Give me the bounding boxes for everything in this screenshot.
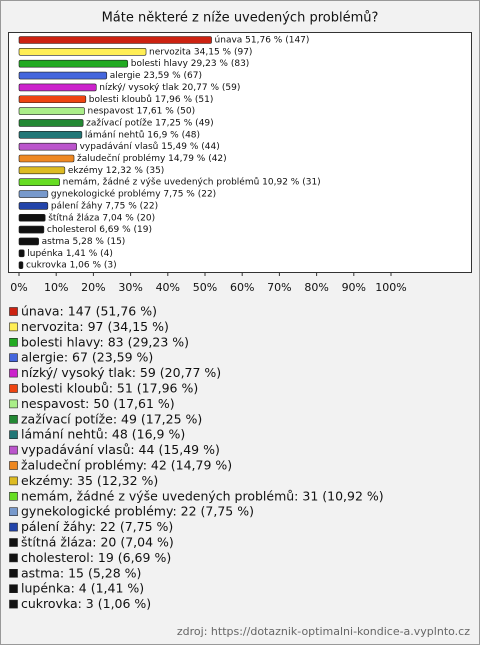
value-label: pálení žáhy 7,75 % (22) [51, 201, 158, 211]
bar [18, 71, 108, 80]
legend-label: nespavost: 50 (17,61 %) [21, 396, 175, 411]
legend-swatch [9, 584, 18, 594]
legend-swatch [9, 538, 18, 547]
legend-label: žaludeční problémy: 42 (14,79 %) [21, 458, 232, 473]
bar [18, 261, 24, 269]
legend-label: únava: 147 (51,76 %) [21, 304, 157, 319]
legend-label: cukrovka: 3 (1,06 %) [21, 596, 151, 611]
legend-label: nemám, žádné z výše uvedených problémů: … [21, 488, 384, 503]
legend-label: bolesti kloubů: 51 (17,96 %) [21, 381, 198, 396]
legend-swatch [9, 337, 18, 347]
legend-swatch [9, 522, 18, 532]
bar [18, 59, 129, 68]
value-label: cholesterol 6,69 % (19) [47, 225, 152, 235]
x-tick-label: 90% [342, 281, 366, 294]
value-label: vypadávání vlasů 15,49 % (44) [80, 141, 220, 152]
value-label: astma 5,28 % (15) [42, 237, 126, 247]
value-label: nespavost 17,61 % (50) [88, 107, 196, 117]
source: zdroj: https://dotaznik-optimalni-kondic… [177, 625, 470, 638]
x-tick-label: 20% [81, 281, 105, 294]
bar [18, 36, 212, 44]
legend-label: nervozita: 97 (34,15 %) [21, 319, 169, 334]
value-label: nervozita 34,15 % (97) [149, 47, 252, 57]
x-tick-label: 30% [118, 281, 142, 294]
bar [18, 48, 147, 56]
value-label: gynekologické problémy 7,75 % (22) [51, 189, 216, 200]
legend-label: pálení žáhy: 22 (7,75 %) [21, 519, 173, 534]
legend-swatch [9, 491, 18, 501]
bar [18, 119, 84, 127]
legend-label: ekzémy: 35 (12,32 %) [21, 473, 158, 488]
bar [18, 249, 25, 258]
bar [18, 190, 49, 198]
legend-swatch [9, 322, 18, 332]
value-label: lupénka 1,41 % (4) [27, 248, 113, 259]
bar [18, 95, 87, 104]
value-label: zažívací potíže 17,25 % (49) [86, 118, 214, 128]
legend-label: zažívací potíže: 49 (17,25 %) [21, 411, 202, 426]
bar [18, 142, 77, 151]
legend-label: lupénka: 4 (1,41 %) [21, 581, 144, 596]
bar [18, 225, 45, 234]
value-label: únava 51,76 % (147) [215, 36, 310, 46]
legend-label: alergie: 67 (23,59 %) [21, 350, 153, 365]
legend-label: štítná žláza: 20 (7,04 %) [21, 535, 174, 550]
legend-swatch [9, 599, 18, 609]
legend-swatch [9, 399, 18, 409]
legend-swatch [9, 384, 18, 393]
legend-swatch [9, 430, 18, 440]
legend-swatch [9, 553, 18, 563]
bar [18, 237, 39, 246]
x-tick-label: 70% [267, 281, 291, 294]
value-label: nízký/ vysoký tlak 20,77 % (59) [99, 83, 240, 93]
x-tick-label: 100% [375, 281, 406, 294]
bar [18, 107, 85, 115]
value-label: ekzémy 12,32 % (35) [68, 165, 164, 176]
value-label: bolesti hlavy 29,23 % (83) [131, 59, 250, 69]
legend-label: cholesterol: 19 (6,69 %) [21, 550, 171, 565]
legend-swatch [9, 461, 18, 470]
x-tick-label: 0% [10, 281, 27, 294]
x-tick-label: 10% [44, 281, 68, 294]
legend-swatch [9, 414, 18, 424]
legend-label: astma: 15 (5,28 %) [21, 565, 141, 580]
legend-swatch [9, 368, 18, 378]
legend-label: gynekologické problémy: 22 (7,75 %) [21, 504, 254, 519]
value-label: bolesti kloubů 17,96 % (51) [89, 94, 214, 105]
bar [18, 166, 66, 175]
bar [18, 131, 83, 139]
legend-swatch [9, 476, 18, 486]
bar [18, 213, 46, 222]
legend-label: nízký/ vysoký tlak: 59 (20,77 %) [21, 365, 221, 380]
x-tick-label: 80% [304, 281, 328, 294]
value-label: štítná žláza 7,04 % (20) [48, 212, 155, 223]
x-tick-label: 50% [193, 281, 217, 294]
legend-label: vypadávání vlasů: 44 (15,49 %) [21, 442, 220, 457]
legend-swatch [9, 353, 18, 363]
bar [18, 154, 75, 163]
value-label: lámání nehtů 16,9 % (48) [85, 129, 200, 140]
value-label: cukrovka 1,06 % (3) [26, 261, 117, 271]
x-tick-label: 60% [230, 281, 254, 294]
legend-swatch [9, 507, 18, 517]
value-label: alergie 23,59 % (67) [110, 71, 202, 81]
legend-label: lámání nehtů: 48 (16,9 %) [21, 427, 185, 442]
legend-swatch [9, 568, 18, 578]
chart-title: Máte některé z níže uvedených problémů? [102, 11, 379, 26]
legend-label: bolesti hlavy: 83 (29,23 %) [21, 334, 189, 349]
bar [18, 83, 97, 92]
value-label: žaludeční problémy 14,79 % (42) [77, 153, 227, 164]
legend-swatch [9, 445, 18, 455]
bar [18, 202, 49, 210]
value-label: nemám, žádné z výše uvedených problémů 1… [63, 177, 321, 188]
legend-swatch [9, 307, 18, 316]
bar [18, 178, 60, 186]
x-tick-label: 40% [156, 281, 180, 294]
